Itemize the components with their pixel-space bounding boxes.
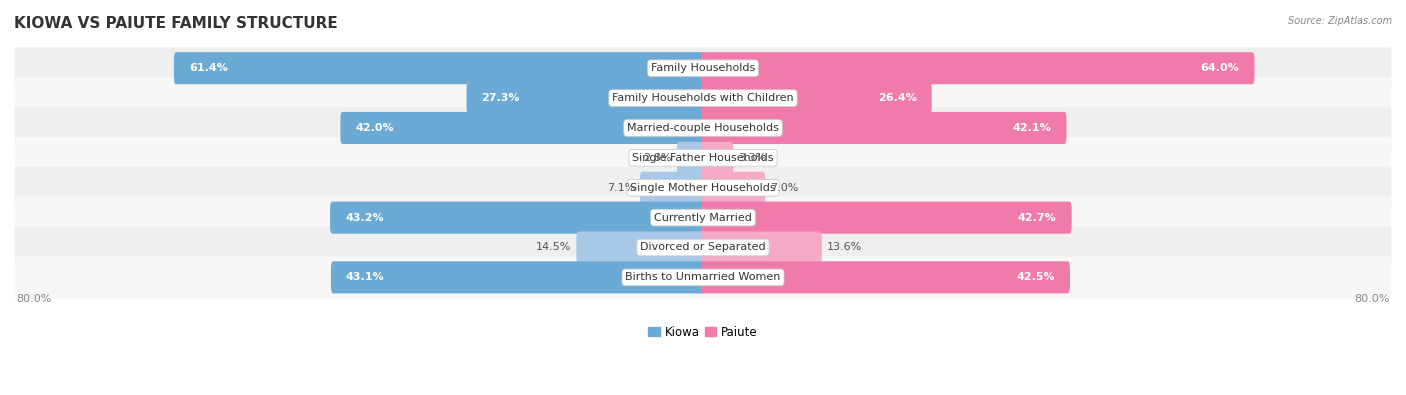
Text: 64.0%: 64.0% [1201,63,1240,73]
FancyBboxPatch shape [14,256,1392,298]
Text: 42.5%: 42.5% [1017,273,1054,282]
Legend: Kiowa, Paiute: Kiowa, Paiute [644,321,762,343]
Text: 7.1%: 7.1% [607,183,636,193]
FancyBboxPatch shape [14,167,1392,209]
Text: 61.4%: 61.4% [188,63,228,73]
Text: Single Father Households: Single Father Households [633,153,773,163]
FancyBboxPatch shape [700,261,1070,293]
Text: 27.3%: 27.3% [482,93,520,103]
Text: Family Households with Children: Family Households with Children [612,93,794,103]
Text: 2.8%: 2.8% [644,153,672,163]
Text: 42.7%: 42.7% [1018,213,1057,223]
Text: 42.0%: 42.0% [356,123,394,133]
Text: 43.1%: 43.1% [346,273,385,282]
FancyBboxPatch shape [700,201,1071,234]
FancyBboxPatch shape [700,52,1254,84]
FancyBboxPatch shape [700,112,1067,144]
FancyBboxPatch shape [700,231,823,263]
Text: Source: ZipAtlas.com: Source: ZipAtlas.com [1288,16,1392,26]
FancyBboxPatch shape [467,82,706,114]
Text: Currently Married: Currently Married [654,213,752,223]
FancyBboxPatch shape [700,82,932,114]
FancyBboxPatch shape [700,172,765,204]
FancyBboxPatch shape [14,197,1392,239]
FancyBboxPatch shape [14,227,1392,268]
Text: Married-couple Households: Married-couple Households [627,123,779,133]
FancyBboxPatch shape [700,142,734,174]
Text: Divorced or Separated: Divorced or Separated [640,243,766,252]
Text: 13.6%: 13.6% [827,243,862,252]
FancyBboxPatch shape [14,47,1392,89]
Text: Family Households: Family Households [651,63,755,73]
Text: 80.0%: 80.0% [1354,294,1389,304]
Text: 26.4%: 26.4% [877,93,917,103]
FancyBboxPatch shape [14,77,1392,119]
Text: 7.0%: 7.0% [770,183,799,193]
Text: 43.2%: 43.2% [344,213,384,223]
Text: KIOWA VS PAIUTE FAMILY STRUCTURE: KIOWA VS PAIUTE FAMILY STRUCTURE [14,16,337,31]
FancyBboxPatch shape [14,107,1392,149]
Text: Single Mother Households: Single Mother Households [630,183,776,193]
FancyBboxPatch shape [676,142,706,174]
Text: Births to Unmarried Women: Births to Unmarried Women [626,273,780,282]
FancyBboxPatch shape [174,52,706,84]
Text: 42.1%: 42.1% [1012,123,1052,133]
FancyBboxPatch shape [640,172,706,204]
FancyBboxPatch shape [340,112,706,144]
Text: 14.5%: 14.5% [536,243,572,252]
FancyBboxPatch shape [576,231,706,263]
Text: 80.0%: 80.0% [17,294,52,304]
FancyBboxPatch shape [14,137,1392,179]
Text: 3.3%: 3.3% [738,153,766,163]
FancyBboxPatch shape [330,261,706,293]
FancyBboxPatch shape [330,201,706,234]
